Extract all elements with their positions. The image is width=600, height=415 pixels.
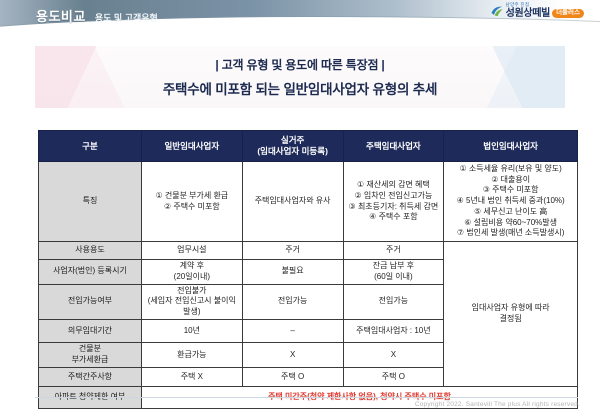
cell-usage-housing: 주거 bbox=[342, 241, 445, 260]
row-label-housing-status: 주택간주사항 bbox=[38, 366, 142, 387]
cell-movein-resident: 전입가능 bbox=[241, 283, 344, 320]
brand-name: 성원상떼빌 bbox=[505, 7, 551, 19]
footer-divider bbox=[35, 397, 578, 398]
cell-corporate-merged: 임대사업자 유형에 따라 결정됨 bbox=[443, 241, 578, 387]
brand-badge: 더플러스 bbox=[552, 8, 584, 19]
cell-movein-general: 전입불가 (세입자 전입신고시 불이익발생) bbox=[140, 283, 243, 320]
cell-features-general: ① 건물분 부가세 환급 ② 주택수 미포함 bbox=[140, 161, 243, 242]
page-title-sub: _용도 및 고객유형 bbox=[89, 13, 158, 23]
header-category: 구분 bbox=[38, 130, 142, 162]
section-title-block: | 고객 유형 및 용도에 따른 특장점 | 주택수에 미포함 되는 일반임대사… bbox=[35, 46, 565, 108]
comparison-table: 구분 일반임대사업자 실거주 (임대사업자 미등록) 주택임대사업자 법인임대사… bbox=[38, 130, 579, 409]
row-label-registration: 사업자(법인) 등록시기 bbox=[38, 259, 142, 285]
cell-registration-resident: 불필요 bbox=[241, 259, 344, 285]
cell-hstat-housing: 주택 O bbox=[342, 366, 445, 387]
brand-logo: 남양주 진접 성원상떼빌 더플러스 bbox=[489, 2, 584, 19]
cell-rental-housing: 주택임대사업자 : 10년 bbox=[342, 318, 445, 343]
page-title-main: 용도비교 bbox=[36, 9, 86, 24]
cell-vat-housing: X bbox=[342, 341, 445, 368]
row-label-features: 특징 bbox=[38, 161, 142, 242]
cell-usage-general: 업무시설 bbox=[140, 241, 243, 260]
brand-logo-icon bbox=[491, 6, 503, 17]
cell-movein-housing: 전입가능 bbox=[342, 283, 445, 320]
table-row-usage: 사용용도 업무시설 주거 주거 임대사업자 유형에 따라 결정됨 bbox=[38, 241, 578, 387]
row-label-movein: 전입가능여부 bbox=[38, 283, 142, 320]
row-label-usage: 사용용도 bbox=[38, 241, 142, 260]
table-row-movein: 전입가능여부 전입불가 (세입자 전입신고시 불이익발생) 전입가능 전입가능 bbox=[38, 283, 578, 320]
copyright-text: Copyright 2022. Santevill The plus All r… bbox=[414, 401, 580, 408]
section-title: | 고객 유형 및 용도에 따른 특장점 | bbox=[215, 58, 385, 72]
cell-features-resident: 주택임대사업자와 유사 bbox=[241, 161, 344, 242]
cell-registration-general: 계약 후 (20일이내) bbox=[140, 259, 243, 285]
cell-hstat-general: 주택 X bbox=[140, 366, 243, 387]
table-row-housing-status: 주택간주사항 주택 X 주택 O 주택 O bbox=[38, 366, 578, 387]
table-header-row: 구분 일반임대사업자 실거주 (임대사업자 미등록) 주택임대사업자 법인임대사… bbox=[38, 130, 578, 162]
header-actual-resident: 실거주 (임대사업자 미등록) bbox=[241, 130, 344, 162]
cell-features-housing: ① 재산세의 감면 혜택 ② 임차인 전입신고가능 ③ 최초등기자: 취득세 감… bbox=[342, 161, 445, 242]
cell-rental-general: 10년 bbox=[140, 318, 243, 343]
cell-vat-resident: X bbox=[241, 341, 344, 368]
table-row-features: 특징 ① 건물분 부가세 환급 ② 주택수 미포함 주택임대사업자와 유사 ① … bbox=[38, 161, 578, 242]
brand-location-text: 남양주 진접 bbox=[505, 2, 530, 7]
row-label-rental-period: 의무임대기간 bbox=[38, 318, 142, 343]
header-corporate-lessor: 법인임대사업자 bbox=[443, 130, 578, 162]
section-subtitle: 주택수에 미포함 되는 일반임대사업자 유형의 추세 bbox=[162, 82, 438, 97]
header-general-lessor: 일반임대사업자 bbox=[140, 130, 243, 162]
cell-registration-housing: 잔금 납부 후 (60일 이내) bbox=[342, 259, 445, 285]
cell-features-corporate: ① 소득세율 유리(보유 및 양도) ② 대출용이 ③ 주택수 미포함 ④ 5년… bbox=[443, 161, 578, 242]
header-housing-lessor: 주택임대사업자 bbox=[342, 130, 445, 162]
cell-usage-resident: 주거 bbox=[241, 241, 344, 260]
cell-vat-general: 환급가능 bbox=[140, 341, 243, 368]
row-label-vat-refund: 건물분 부가세환급 bbox=[38, 341, 142, 368]
page-title: 용도비교 _용도 및 고객유형 bbox=[36, 6, 158, 25]
cell-hstat-resident: 주택 O bbox=[241, 366, 344, 387]
table-row-registration: 사업자(법인) 등록시기 계약 후 (20일이내) 불필요 잔금 납부 후 (6… bbox=[38, 259, 578, 285]
cell-rental-resident: – bbox=[241, 318, 344, 343]
